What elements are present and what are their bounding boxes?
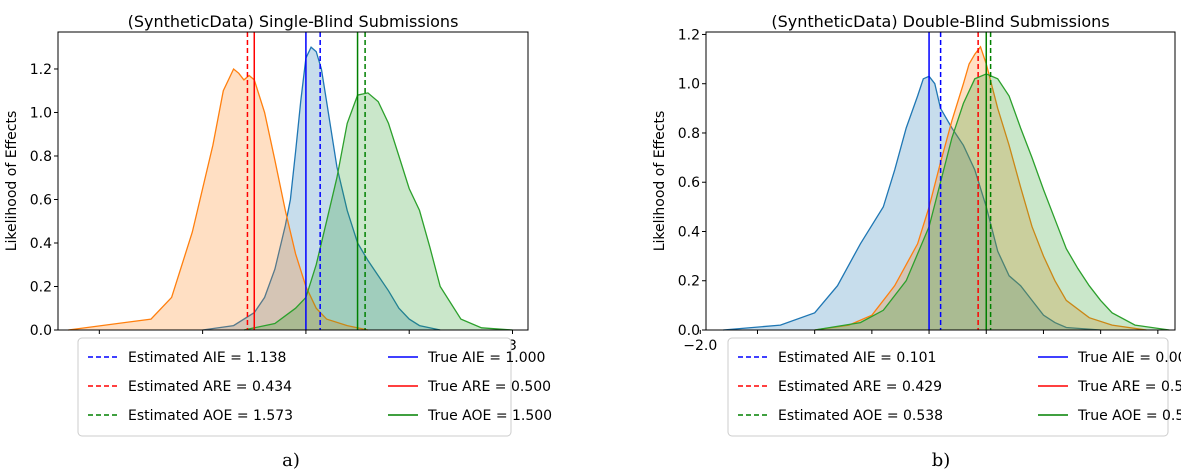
caption-a: a) (282, 450, 300, 471)
density-fill-green (243, 92, 513, 331)
density-fill-orange (68, 69, 368, 330)
y-tick-label: 0.4 (678, 224, 700, 240)
legend-label: Estimated AOE = 1.573 (128, 408, 293, 424)
density-line-blue (202, 46, 441, 331)
plot-frame (705, 31, 1176, 331)
density-fill-orange (814, 46, 1147, 331)
y-tick-label: 0.2 (678, 274, 700, 290)
y-tick-label: 0.8 (678, 126, 700, 142)
x-tick-label: 3 (508, 338, 517, 354)
density-line-green (243, 92, 513, 331)
y-tick-label: 0.0 (30, 323, 52, 339)
x-tick-label: −2.0 (683, 338, 717, 354)
legend-label: Estimated AIE = 1.138 (128, 350, 286, 366)
legend-label: True ARE = 0.500 (1077, 379, 1181, 395)
chart-title: (SyntheticData) Single-Blind Submissions (128, 12, 459, 31)
panel-double-blind: −2.0−1.5−1.0−0.50.00.51.01.52.00.00.20.4… (652, 12, 1181, 437)
legend-box (77, 337, 512, 437)
legend-label: Estimated AIE = 0.101 (778, 350, 936, 366)
plot-frame (57, 31, 529, 331)
y-tick-label: 0.4 (30, 236, 52, 252)
y-tick-label: 1.2 (30, 62, 52, 78)
legend-label: True AIE = 0.000 (1077, 350, 1181, 366)
panel-single-blind: −101230.00.20.40.60.81.01.2(SyntheticDat… (4, 12, 552, 437)
y-axis-label: Likelihood of Effects (652, 111, 668, 252)
y-tick-label: 0.6 (678, 175, 700, 191)
legend-label: Estimated ARE = 0.429 (778, 379, 942, 395)
y-tick-label: 1.0 (30, 105, 52, 121)
y-tick-label: 0.8 (30, 149, 52, 165)
legend-label: Estimated AOE = 0.538 (778, 408, 943, 424)
y-tick-label: 0.2 (30, 279, 52, 295)
y-tick-label: 1.2 (678, 27, 700, 43)
legend-box (727, 337, 1169, 437)
density-line-orange (68, 67, 369, 331)
y-tick-label: 1.0 (678, 77, 700, 93)
density-line-orange (814, 45, 1147, 331)
y-tick-label: 0.0 (678, 323, 700, 339)
y-tick-label: 0.6 (30, 192, 52, 208)
density-fill-blue (202, 47, 441, 330)
caption-b: b) (932, 450, 951, 471)
density-line-green (814, 73, 1170, 331)
y-axis-label: Likelihood of Effects (4, 111, 20, 252)
chart-title: (SyntheticData) Double-Blind Submissions (771, 12, 1109, 31)
legend-label: True AOE = 1.500 (427, 408, 552, 424)
legend-label: True AOE = 0.500 (1077, 408, 1181, 424)
density-fill-blue (723, 76, 1101, 330)
legend-label: Estimated ARE = 0.434 (128, 379, 292, 395)
legend-label: True ARE = 0.500 (427, 379, 551, 395)
legend-label: True AIE = 1.000 (427, 350, 545, 366)
density-fill-green (814, 73, 1170, 331)
